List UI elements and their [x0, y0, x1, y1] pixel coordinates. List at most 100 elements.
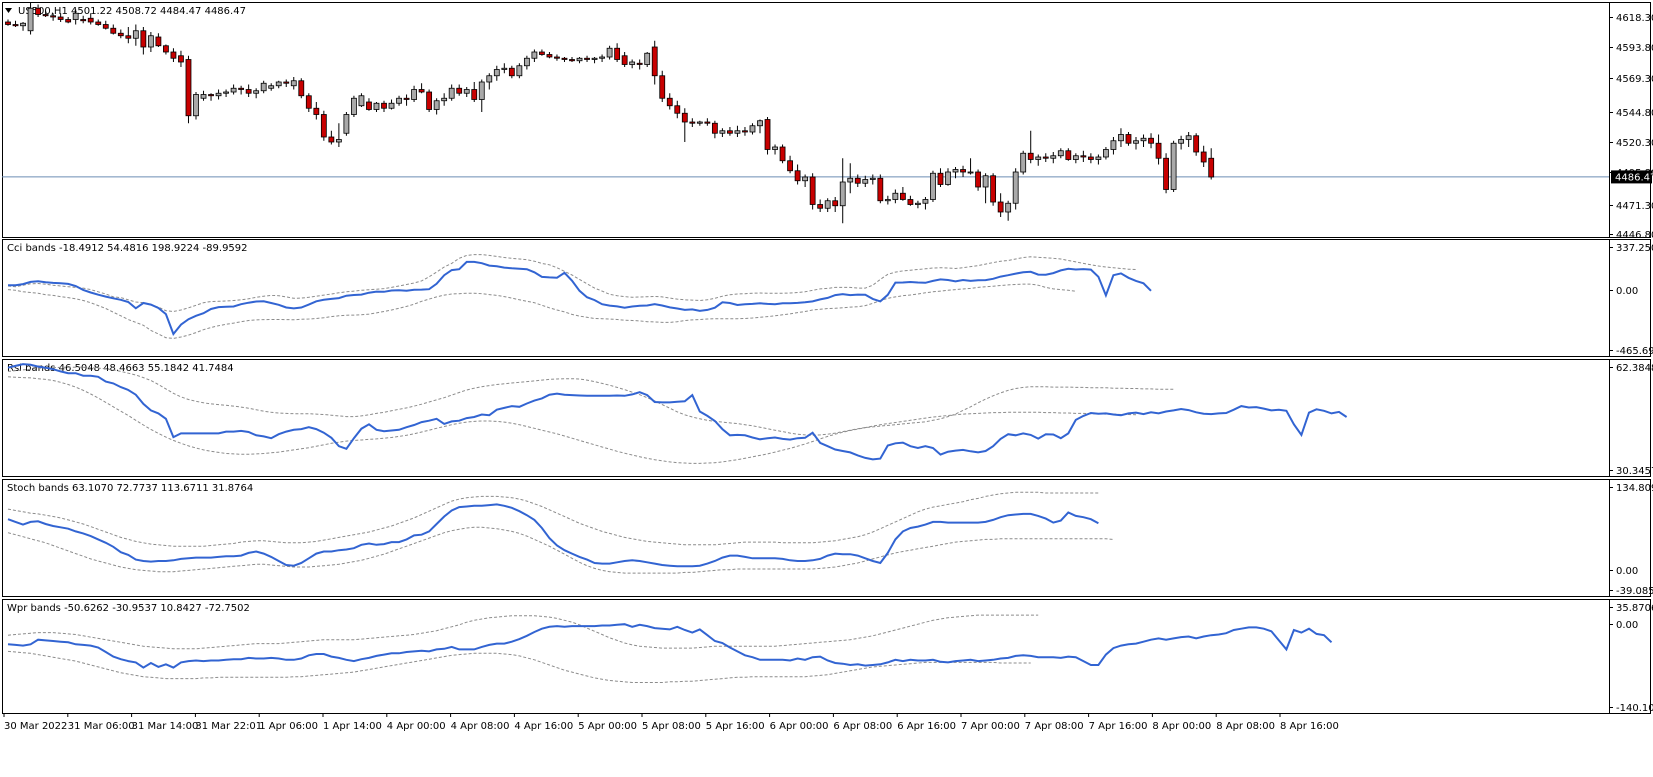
time-tick-label: 6 Apr 16:00 [897, 721, 956, 732]
candle-body [532, 52, 537, 58]
candle-body [6, 22, 11, 25]
candle-body [607, 48, 612, 57]
indicator-line [8, 624, 1332, 667]
indicator-title: Stoch bands 63.1070 72.7737 113.6711 31.… [7, 483, 253, 494]
candle-body [878, 178, 883, 201]
candle-body [660, 76, 665, 99]
y-tick-label: 4471.30 [1616, 201, 1653, 212]
upper-band-line [8, 367, 1174, 435]
pane-3: 134.8090.00-39.0853Stoch bands 63.1070 7… [3, 479, 1653, 597]
candle-body [735, 131, 740, 134]
candle-body [855, 178, 860, 183]
candle-body [254, 91, 259, 94]
y-tick-label: 4593.80 [1616, 43, 1653, 54]
candle-body [457, 88, 462, 93]
candle-body [103, 25, 108, 29]
candle-body [1006, 203, 1011, 212]
candle-body [216, 93, 221, 96]
time-tick-label: 30 Mar 2022 [4, 721, 67, 732]
candle-body [1186, 136, 1191, 140]
candle-body [810, 177, 815, 205]
candle-body [1149, 138, 1154, 143]
y-tick-label: -140.1096 [1616, 703, 1653, 714]
pane-frame [3, 600, 1651, 714]
time-tick-label: 6 Apr 00:00 [770, 721, 829, 732]
candle-body [645, 53, 650, 64]
candle-body [472, 90, 477, 100]
candle-body [1141, 138, 1146, 141]
pane-menu-icon [5, 8, 12, 13]
candle-body [637, 63, 642, 64]
candle-body [1201, 152, 1206, 162]
candle-body [998, 202, 1003, 212]
chart-panes: 4618.304593.804569.304544.804520.304495.… [2, 2, 1653, 714]
time-tick-label: 4 Apr 00:00 [387, 721, 446, 732]
candle-body [697, 122, 702, 123]
candle-body [833, 201, 838, 206]
candle-body [291, 81, 296, 86]
y-tick-label: -465.6965 [1616, 346, 1653, 357]
pane-frame [3, 480, 1651, 597]
candle-body [622, 56, 627, 65]
candle-body [163, 46, 168, 52]
candle-body [547, 55, 552, 58]
y-tick-label: 4520.30 [1616, 138, 1653, 149]
pane-4: 35.87060.00-140.1096Wpr bands -50.6262 -… [3, 599, 1653, 714]
candle-body [21, 23, 26, 26]
candle-body [923, 200, 928, 204]
time-tick-label: 5 Apr 16:00 [706, 721, 765, 732]
time-tick-label: 31 Mar 22:01 [195, 721, 262, 732]
candle-body [885, 200, 890, 201]
candle-body [269, 86, 274, 89]
y-tick-label: 4544.80 [1616, 108, 1653, 119]
candle-body [915, 203, 920, 204]
pane-1: 337.25070.00-465.6965Cci bands -18.4912 … [3, 239, 1653, 357]
candle-body [1088, 157, 1093, 160]
candle-body [1058, 151, 1063, 156]
candle-body [382, 103, 387, 108]
candle-body [171, 52, 176, 58]
candle-body [818, 205, 823, 209]
time-tick-label: 6 Apr 08:00 [833, 721, 892, 732]
candle-body [517, 66, 522, 76]
candle-body [570, 60, 575, 61]
candle-body [908, 200, 913, 205]
candle-body [156, 37, 161, 46]
candle-body [630, 62, 635, 65]
candle-body [1134, 141, 1139, 144]
candle-body [389, 103, 394, 108]
candle-body [246, 90, 251, 94]
candle-body [1111, 141, 1116, 150]
candle-body [336, 140, 341, 143]
candle-body [404, 98, 409, 99]
candle-body [133, 31, 138, 39]
y-tick-label: 0.00 [1616, 286, 1638, 297]
candle-body [449, 88, 454, 98]
candle-body [186, 60, 191, 116]
candle-body [539, 52, 544, 55]
candle-body [261, 83, 266, 91]
candle-body [487, 76, 492, 82]
candle-body [1103, 150, 1108, 158]
candle-body [773, 147, 778, 150]
indicator-title: Wpr bands -50.6262 -30.9537 10.8427 -72.… [7, 603, 250, 614]
candle-body [863, 180, 868, 184]
candle-body [524, 58, 529, 66]
candle-body [374, 103, 379, 109]
candle-body [351, 98, 356, 114]
candle-body [577, 58, 582, 61]
candle-body [412, 90, 417, 100]
candle-body [239, 88, 244, 89]
candle-body [991, 176, 996, 202]
time-tick-label: 31 Mar 14:00 [132, 721, 199, 732]
current-price-label: 4486.47 [1615, 172, 1653, 183]
candle-body [758, 121, 763, 126]
candle-body [494, 70, 499, 76]
candle-body [306, 96, 311, 109]
candle-body [675, 106, 680, 114]
candle-body [900, 193, 905, 199]
candle-body [1081, 156, 1086, 157]
candle-body [1171, 143, 1176, 189]
y-tick-label: -39.0853 [1616, 586, 1653, 597]
